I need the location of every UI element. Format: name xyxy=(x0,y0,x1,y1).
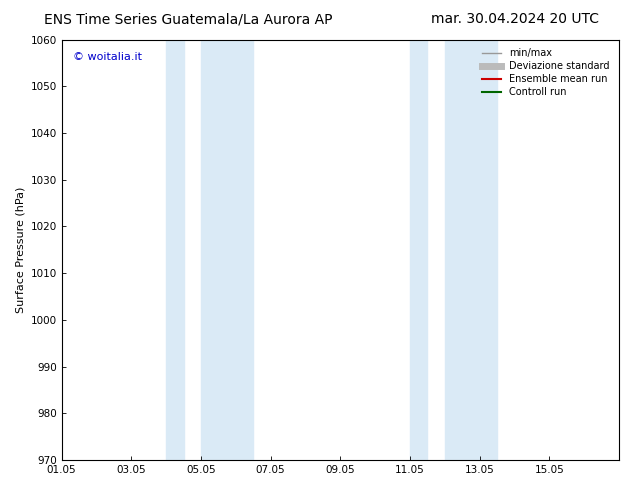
Bar xyxy=(445,40,497,460)
Legend: min/max, Deviazione standard, Ensemble mean run, Controll run: min/max, Deviazione standard, Ensemble m… xyxy=(478,45,613,101)
Text: mar. 30.04.2024 20 UTC: mar. 30.04.2024 20 UTC xyxy=(431,12,599,26)
Text: ENS Time Series Guatemala/La Aurora AP: ENS Time Series Guatemala/La Aurora AP xyxy=(44,12,333,26)
Text: © woitalia.it: © woitalia.it xyxy=(73,52,142,62)
Bar xyxy=(166,40,184,460)
Bar xyxy=(201,40,253,460)
Bar xyxy=(410,40,427,460)
Y-axis label: Surface Pressure (hPa): Surface Pressure (hPa) xyxy=(15,187,25,313)
